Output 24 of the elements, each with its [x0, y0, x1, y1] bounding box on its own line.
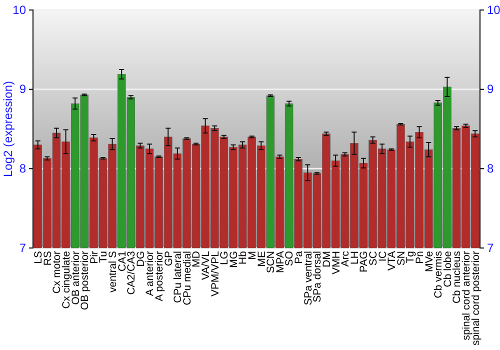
y-tick-label: 10 — [12, 2, 26, 17]
y2-tick-label: 7 — [487, 240, 494, 255]
x-tick-label: Tg — [404, 250, 417, 264]
x-tick-label: MD — [190, 250, 203, 268]
x-tick-label: Cb lobe — [442, 250, 454, 288]
x-tick-label: GP — [162, 251, 175, 266]
x-tick-label: CA1 — [116, 250, 128, 272]
x-tick-label: Cx cingulate — [60, 250, 72, 309]
y-axis-title: Log2 (expression) — [1, 80, 15, 178]
x-tick-label: Pa — [293, 250, 306, 264]
x-tick-label: MVe — [423, 250, 436, 272]
y-tick-label: 7 — [19, 240, 26, 255]
x-tick-label: spinal cord posterior — [470, 250, 482, 346]
x-tick-label: IC — [376, 250, 389, 262]
y-tick-label: 8 — [19, 162, 26, 176]
x-tick-label: VMH — [330, 251, 342, 274]
y2-tick-label: 10 — [487, 2, 500, 17]
x-tick-label: SO — [284, 251, 296, 266]
x-tick-label: Hb — [237, 250, 250, 264]
x-tick-label: OB anterior — [70, 250, 82, 305]
y2-tick-label: 9 — [487, 82, 494, 96]
y2-tick-label: 8 — [487, 162, 494, 176]
y-tick-label: 9 — [19, 82, 26, 96]
x-tick-label: CPu medial — [181, 251, 194, 306]
